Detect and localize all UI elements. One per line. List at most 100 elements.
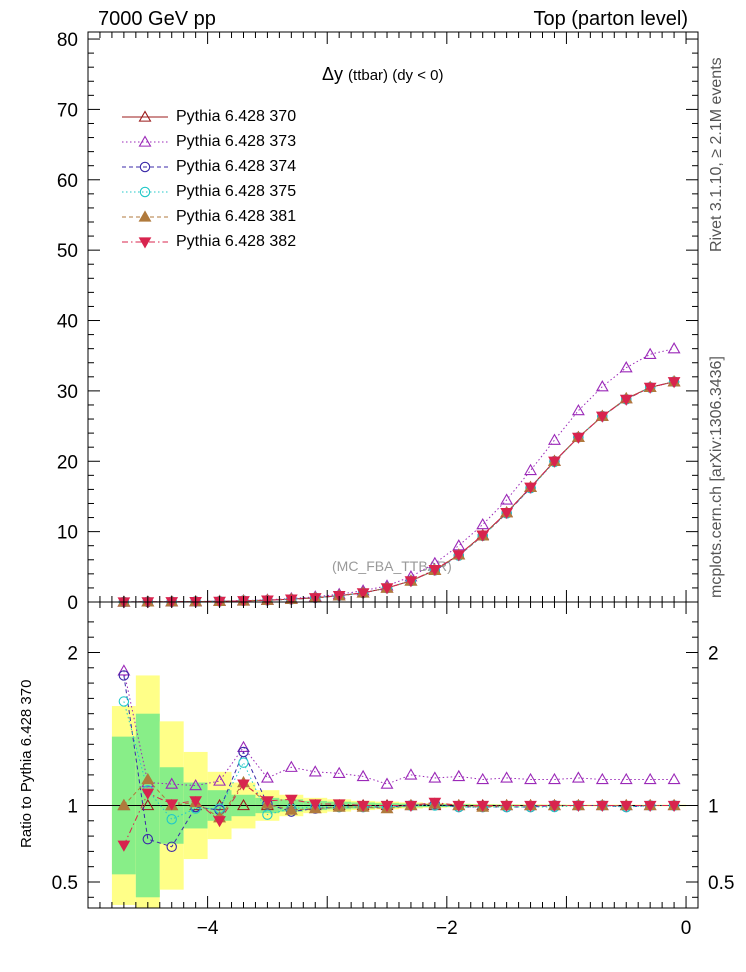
data-point	[476, 530, 490, 542]
legend-label: Pythia 6.428 370	[176, 107, 297, 125]
chart-title-sub: (ttbar) (dy < 0)	[348, 67, 444, 84]
data-point	[238, 757, 249, 768]
data-point	[548, 800, 561, 812]
data-point	[643, 772, 657, 785]
data-point	[524, 463, 537, 476]
legend-label: Pythia 6.428 375	[176, 182, 297, 200]
series-line	[123, 381, 675, 603]
y-tick-label: 30	[57, 382, 78, 403]
data-point	[139, 161, 151, 172]
legend-symbol	[122, 161, 168, 172]
data-point	[524, 800, 537, 812]
data-point	[428, 565, 442, 577]
x-tick-label: −2	[436, 918, 458, 939]
data-point	[643, 800, 657, 812]
data-point	[643, 382, 657, 394]
data-point	[332, 799, 346, 811]
data-point	[308, 799, 322, 811]
data-point	[138, 209, 152, 222]
data-point	[500, 800, 513, 812]
data-point	[428, 797, 442, 809]
data-point	[500, 493, 514, 505]
series-line	[123, 381, 675, 603]
ratio-y-tick-label: 2	[67, 643, 78, 664]
header-right-label: Top (parton level)	[533, 8, 688, 30]
series-line	[123, 348, 675, 603]
data-point	[667, 377, 681, 389]
legend-symbol	[122, 186, 168, 197]
ratio-y-tick-label-right: 1	[708, 796, 719, 817]
data-point	[141, 772, 155, 785]
data-point	[452, 800, 466, 812]
data-point	[548, 456, 561, 468]
data-point	[138, 109, 152, 122]
data-point	[284, 760, 298, 772]
legend-label: Pythia 6.428 381	[176, 207, 297, 225]
legend: Pythia 6.428 370 Pythia 6.428 373 Pythia…	[120, 104, 296, 254]
legend-symbol	[122, 209, 168, 222]
legend-entry: Pythia 6.428 382	[120, 229, 296, 254]
data-point	[142, 833, 154, 845]
legend-symbol	[122, 134, 168, 147]
ratio-y-tick-label: 0.5	[52, 873, 78, 894]
y-tick-label: 50	[57, 241, 78, 262]
y-tick-label: 10	[57, 523, 78, 544]
x-tick-label: 0	[681, 918, 692, 939]
data-point	[308, 765, 322, 777]
y-tick-label: 0	[67, 593, 78, 614]
data-point	[571, 771, 585, 783]
data-point	[237, 798, 250, 811]
legend-entry: Pythia 6.428 370	[120, 104, 296, 129]
y-tick-label: 70	[57, 100, 78, 121]
data-point	[118, 696, 130, 707]
chart-title-main: Δy	[322, 64, 344, 84]
data-point	[356, 769, 370, 782]
data-point	[117, 798, 131, 811]
data-point	[476, 517, 490, 530]
analysis-watermark: (MC_FBA_TTBAR)	[332, 558, 452, 574]
data-point	[117, 664, 131, 676]
data-point	[380, 800, 394, 812]
series-line	[123, 381, 675, 603]
data-point	[138, 134, 152, 147]
data-point	[118, 670, 130, 681]
data-point	[619, 772, 633, 785]
data-point	[667, 772, 681, 785]
legend-label: Pythia 6.428 373	[176, 132, 297, 150]
data-point	[139, 186, 151, 197]
data-point	[476, 772, 490, 785]
data-point	[595, 772, 609, 785]
data-point	[141, 788, 155, 800]
y-tick-label: 40	[57, 312, 78, 333]
data-point	[332, 766, 346, 779]
header-left-label: 7000 GeV pp	[98, 8, 216, 30]
legend-label: Pythia 6.428 374	[176, 157, 297, 175]
data-point	[619, 800, 633, 812]
data-point	[572, 800, 585, 812]
y-tick-label: 20	[57, 452, 78, 473]
x-tick-label: −4	[197, 918, 219, 939]
legend-entry: Pythia 6.428 381	[120, 204, 296, 229]
data-point	[500, 508, 513, 520]
series-line	[123, 381, 675, 603]
data-point	[571, 403, 585, 416]
ratio-y-tick-label-right: 0.5	[708, 873, 734, 894]
data-point	[548, 772, 561, 785]
data-point	[380, 583, 394, 595]
data-point	[380, 777, 394, 789]
data-point	[284, 803, 298, 815]
legend-symbol	[122, 109, 168, 122]
data-point	[452, 769, 466, 782]
data-point	[476, 800, 490, 812]
data-point	[404, 800, 418, 812]
data-point	[524, 772, 537, 785]
data-point	[189, 778, 203, 791]
y-tick-label: 60	[57, 171, 78, 192]
ratio-line	[123, 670, 675, 787]
data-point	[165, 799, 179, 811]
data-point	[213, 774, 227, 786]
chart-title: Δy (ttbar) (dy < 0)	[322, 64, 444, 85]
data-point	[524, 482, 537, 494]
data-point	[237, 779, 250, 791]
legend-entry: Pythia 6.428 374	[120, 154, 296, 179]
